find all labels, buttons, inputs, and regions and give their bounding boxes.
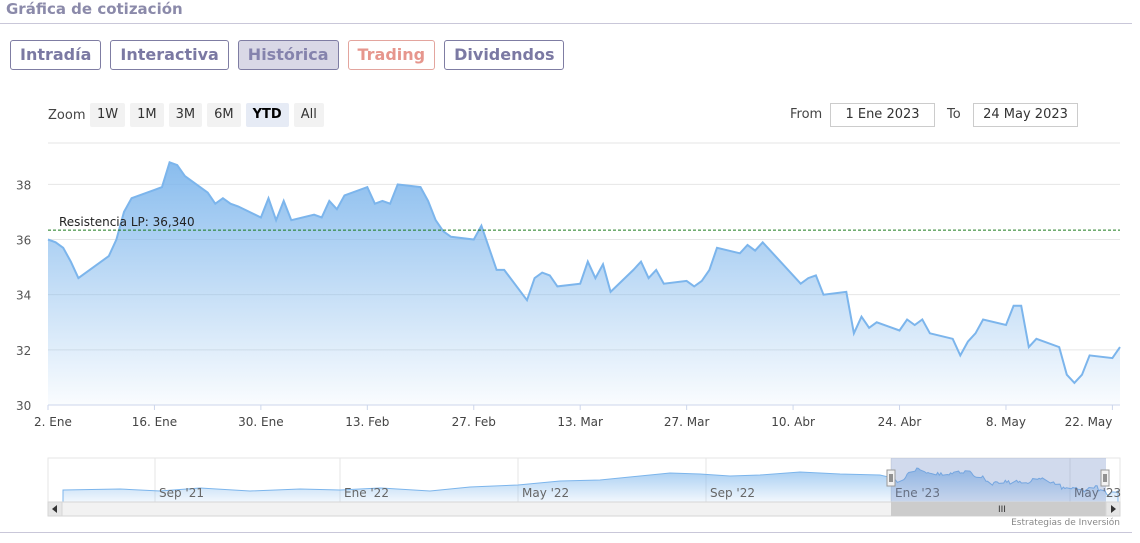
price-line bbox=[47, 160, 1121, 385]
x-tick-label: 13. Feb bbox=[345, 415, 389, 429]
zoom-buttons: 1W 1M 3M 6M YTD All bbox=[90, 103, 324, 127]
scrollbar-thumb bbox=[891, 502, 1106, 516]
y-tick-label: 36 bbox=[16, 234, 31, 248]
navigator-label: May '22 bbox=[522, 486, 569, 500]
title-divider bbox=[0, 23, 1132, 24]
tab-intradia[interactable]: Intradía bbox=[10, 40, 102, 70]
to-label: To bbox=[947, 107, 961, 122]
scroll-left-button bbox=[47, 501, 63, 517]
navigator-label: Ene '22 bbox=[344, 486, 389, 500]
zoom-6m-button[interactable]: 6M bbox=[207, 103, 241, 127]
tab-dividendos[interactable]: Dividendos bbox=[444, 40, 565, 70]
x-tick-label: 24. Abr bbox=[878, 415, 922, 429]
navigator-frame bbox=[47, 457, 1121, 503]
section-title: Gráfica de cotización bbox=[6, 0, 183, 18]
x-tick-label: 27. Mar bbox=[664, 415, 710, 429]
price-area bbox=[48, 162, 1120, 405]
grid-lines bbox=[48, 142, 1120, 406]
zoom-ytd-button[interactable]: YTD bbox=[245, 103, 289, 127]
y-tick-label: 32 bbox=[16, 344, 31, 358]
chart-tabs: Intradía Interactiva Histórica Trading D… bbox=[10, 40, 565, 70]
arrow-right-icon bbox=[1111, 505, 1116, 513]
zoom-label: Zoom bbox=[48, 108, 86, 123]
zoom-all-button[interactable]: All bbox=[293, 103, 324, 127]
navigator-labels: Sep '21 Ene '22 May '22 Sep '22 Ene '23 May '… bbox=[159, 486, 1121, 500]
navigator-left-handle bbox=[886, 469, 896, 487]
navigator-right-handle bbox=[1100, 469, 1110, 487]
tab-historica[interactable]: Histórica bbox=[237, 40, 339, 70]
y-tick-label: 34 bbox=[16, 289, 31, 303]
scroll-right-button bbox=[1105, 501, 1121, 517]
x-tick-label: 22. May bbox=[1065, 415, 1113, 429]
to-date-input[interactable]: 24 May 2023 bbox=[973, 103, 1078, 127]
scrollbar-grip-icon: III bbox=[998, 505, 1006, 515]
zoom-1w-button[interactable]: 1W bbox=[90, 103, 126, 127]
zoom-3m-button[interactable]: 3M bbox=[168, 103, 203, 127]
resistance-label: Resistencia LP: 36,340 bbox=[59, 215, 195, 229]
scrollbar-track bbox=[47, 501, 1121, 517]
y-axis-labels: 30 32 34 36 38 bbox=[16, 178, 31, 413]
navigator-series bbox=[62, 467, 1119, 503]
chart-credits[interactable]: Estrategias de Inversión bbox=[1011, 518, 1120, 528]
x-tick-label: 13. Mar bbox=[557, 415, 603, 429]
zoom-1m-button[interactable]: 1M bbox=[130, 103, 164, 127]
from-date-input[interactable]: 1 Ene 2023 bbox=[830, 103, 935, 127]
tab-interactiva[interactable]: Interactiva bbox=[110, 40, 229, 70]
x-tick-label: 27. Feb bbox=[452, 415, 496, 429]
bottom-divider bbox=[0, 532, 1132, 533]
navigator-grid bbox=[154, 458, 1071, 502]
tab-trading[interactable]: Trading bbox=[347, 40, 436, 70]
y-tick-label: 30 bbox=[16, 399, 31, 413]
navigator-label: May '23 bbox=[1074, 486, 1121, 500]
x-tick-label: 10. Abr bbox=[771, 415, 815, 429]
x-tick-label: 2. Ene bbox=[34, 415, 72, 429]
y-tick-label: 38 bbox=[16, 178, 31, 192]
navigator-label: Sep '21 bbox=[159, 486, 204, 500]
arrow-left-icon bbox=[52, 505, 57, 513]
x-tick-label: 8. May bbox=[986, 415, 1026, 429]
navigator-label: Ene '23 bbox=[895, 486, 940, 500]
navigator-mask bbox=[891, 458, 1106, 502]
from-label: From bbox=[790, 107, 823, 122]
navigator-label: Sep '22 bbox=[710, 486, 755, 500]
x-tick-label: 30. Ene bbox=[238, 415, 283, 429]
x-tick-label: 16. Ene bbox=[132, 415, 177, 429]
x-axis-labels: 2. Ene 16. Ene 30. Ene 13. Feb 27. Feb 13. Ma… bbox=[34, 405, 1113, 429]
